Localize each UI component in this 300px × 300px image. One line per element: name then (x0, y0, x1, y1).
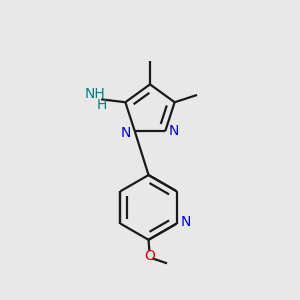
Text: N: N (169, 124, 179, 138)
Text: N: N (121, 126, 131, 140)
Text: H: H (97, 98, 107, 112)
Text: N: N (180, 215, 190, 230)
Text: NH: NH (85, 87, 106, 101)
Text: O: O (144, 249, 155, 263)
